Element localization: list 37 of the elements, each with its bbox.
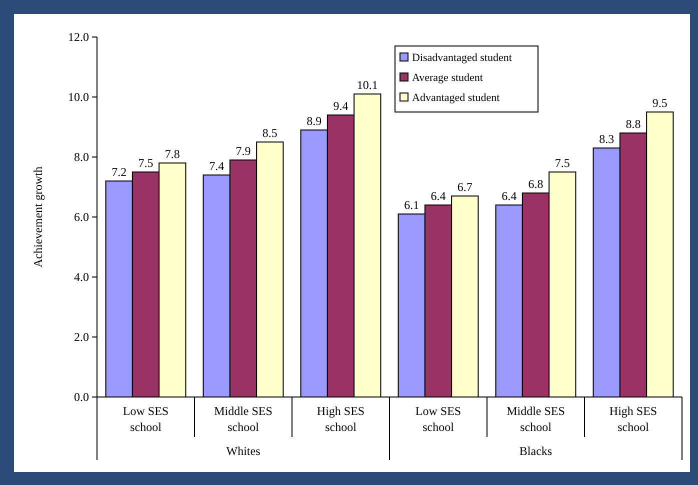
data-label: 8.5 [262, 126, 278, 140]
data-label: 7.4 [209, 159, 224, 173]
legend-label: Average student [412, 72, 483, 84]
data-label: 7.8 [164, 147, 180, 161]
text: Whites [226, 444, 261, 458]
y-tick-label: 10.0 [68, 90, 89, 104]
data-label: 9.4 [333, 99, 348, 113]
y-tick-label: 0.0 [74, 390, 89, 404]
y-tick-label: 12.0 [68, 30, 89, 44]
data-label: 6.8 [528, 177, 544, 191]
data-label: 7.2 [112, 165, 127, 179]
data-label: 6.4 [502, 189, 517, 203]
x-tick-label: High SES school [609, 404, 658, 434]
x-tick-label: Middle SES school [214, 404, 272, 434]
data-label: 8.3 [599, 132, 614, 146]
y-tick-label: 8.0 [74, 150, 89, 164]
data-label: 9.5 [652, 96, 668, 110]
x-tick-label: High SES school [316, 404, 365, 434]
data-label: 10.1 [356, 78, 378, 92]
data-label: 7.9 [236, 144, 251, 158]
y-tick-label: 6.0 [74, 210, 89, 224]
data-label: 7.5 [554, 156, 570, 170]
y-axis-title: Achievement growth [31, 166, 45, 268]
data-label: 7.5 [138, 156, 154, 170]
y-tick-label: 2.0 [74, 330, 89, 344]
data-label: 8.8 [626, 117, 641, 131]
text: Blacks [519, 444, 552, 458]
data-label: 6.1 [404, 198, 420, 212]
data-label: 6.4 [430, 189, 446, 203]
legend-label: Disadvantaged student [412, 52, 512, 64]
data-label: 8.9 [306, 114, 322, 128]
data-label: 6.7 [457, 180, 472, 194]
x-tick-label: Low SES school [415, 404, 462, 434]
legend-label: Advantaged student [412, 92, 500, 104]
x-tick-label: Low SES school [122, 404, 169, 434]
x-tick-label: Middle SES school [506, 404, 565, 434]
y-tick-label: 4.0 [74, 270, 89, 284]
